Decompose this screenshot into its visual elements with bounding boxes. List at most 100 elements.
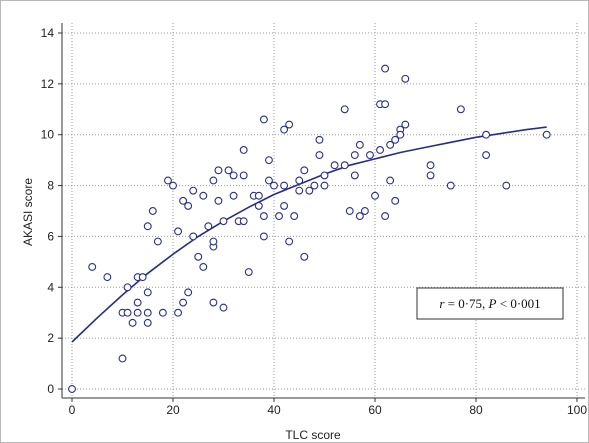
x-tick-label: 20 (166, 403, 180, 417)
data-point (259, 212, 268, 221)
data-point (189, 232, 198, 241)
data-point (345, 207, 354, 215)
r-symbol: r (439, 296, 445, 311)
data-point (386, 140, 395, 149)
x-tick-label: 100 (567, 403, 587, 417)
data-point (179, 298, 188, 307)
data-point (305, 186, 314, 195)
x-tick-label: 60 (368, 403, 382, 417)
data-point (118, 354, 127, 363)
data-point (199, 262, 208, 271)
data-point (396, 130, 405, 139)
y-tick-label: 14 (41, 26, 55, 40)
y-tick-label: 0 (47, 382, 54, 396)
data-point (214, 166, 223, 175)
r-value: = 0·75, (444, 296, 488, 311)
data-point (381, 64, 390, 73)
data-point (199, 191, 208, 200)
data-point (143, 308, 152, 317)
data-point (68, 385, 76, 393)
y-tick-label: 12 (41, 77, 55, 91)
data-point (391, 135, 400, 144)
data-point (360, 207, 369, 215)
data-point (320, 181, 329, 190)
p-symbol: P (488, 296, 497, 311)
data-point (265, 176, 273, 185)
data-point (280, 201, 289, 210)
y-tick-label: 8 (47, 179, 54, 193)
data-point (310, 181, 319, 190)
data-point (280, 125, 289, 134)
data-point (128, 318, 137, 327)
data-point (381, 212, 390, 221)
y-tick-label: 6 (47, 229, 54, 243)
data-point (295, 176, 304, 185)
data-point (401, 120, 410, 129)
data-point (148, 207, 157, 215)
data-point (502, 181, 511, 190)
data-point (355, 140, 364, 149)
data-point (340, 161, 349, 170)
grid (62, 23, 585, 398)
x-tick-label: 0 (69, 403, 76, 417)
data-point (371, 191, 379, 200)
data-point (219, 303, 228, 312)
data-point (133, 308, 142, 317)
data-point (219, 217, 228, 226)
data-point (381, 100, 390, 109)
data-point (88, 262, 97, 271)
data-point (259, 115, 268, 124)
data-point (254, 191, 263, 200)
axes (61, 23, 585, 399)
data-point (229, 171, 238, 180)
annotation-text: r = 0·75, P < 0·001 (439, 296, 540, 311)
data-point (366, 151, 374, 160)
data-point (209, 237, 218, 246)
data-point (295, 186, 304, 195)
data-point (290, 212, 299, 221)
data-point (244, 268, 253, 276)
data-point (224, 166, 233, 175)
data-point (239, 217, 248, 226)
data-point (184, 288, 193, 297)
data-point (300, 166, 309, 175)
data-point (209, 298, 218, 307)
data-point (184, 201, 193, 210)
data-point (103, 273, 112, 282)
y-tick-label: 10 (41, 128, 55, 142)
correlation-annotation: r = 0·75, P < 0·001 (416, 287, 564, 320)
data-point (239, 146, 248, 154)
data-point (259, 232, 268, 241)
data-point (174, 308, 183, 317)
ticks: 0 20 40 60 80 100 0 2 4 6 8 10 12 14 (41, 26, 588, 417)
p-value: < 0·001 (497, 296, 541, 311)
data-point (391, 196, 400, 205)
data-point (376, 146, 384, 154)
data-point (204, 222, 213, 231)
data-point (386, 176, 395, 185)
data-point (133, 298, 142, 307)
data-point (229, 191, 238, 200)
data-point (123, 308, 132, 317)
fit-curve (71, 126, 547, 343)
data-point (179, 196, 188, 205)
data-point (123, 283, 132, 292)
data-point (456, 105, 465, 114)
data-point (143, 222, 152, 231)
data-point (209, 176, 218, 185)
data-point (214, 196, 223, 205)
data-point (265, 156, 273, 165)
data-point (340, 105, 349, 114)
y-axis-label: AKASI score (21, 178, 35, 246)
annotation-box (416, 287, 564, 320)
data-point (164, 176, 172, 185)
data-point (482, 130, 491, 139)
data-point (189, 186, 198, 195)
x-tick-label: 40 (267, 403, 281, 417)
data-point (143, 288, 152, 297)
x-axis-label: TLC score (285, 428, 341, 442)
data-point (320, 171, 329, 180)
data-point (143, 318, 152, 327)
data-point (426, 171, 435, 180)
